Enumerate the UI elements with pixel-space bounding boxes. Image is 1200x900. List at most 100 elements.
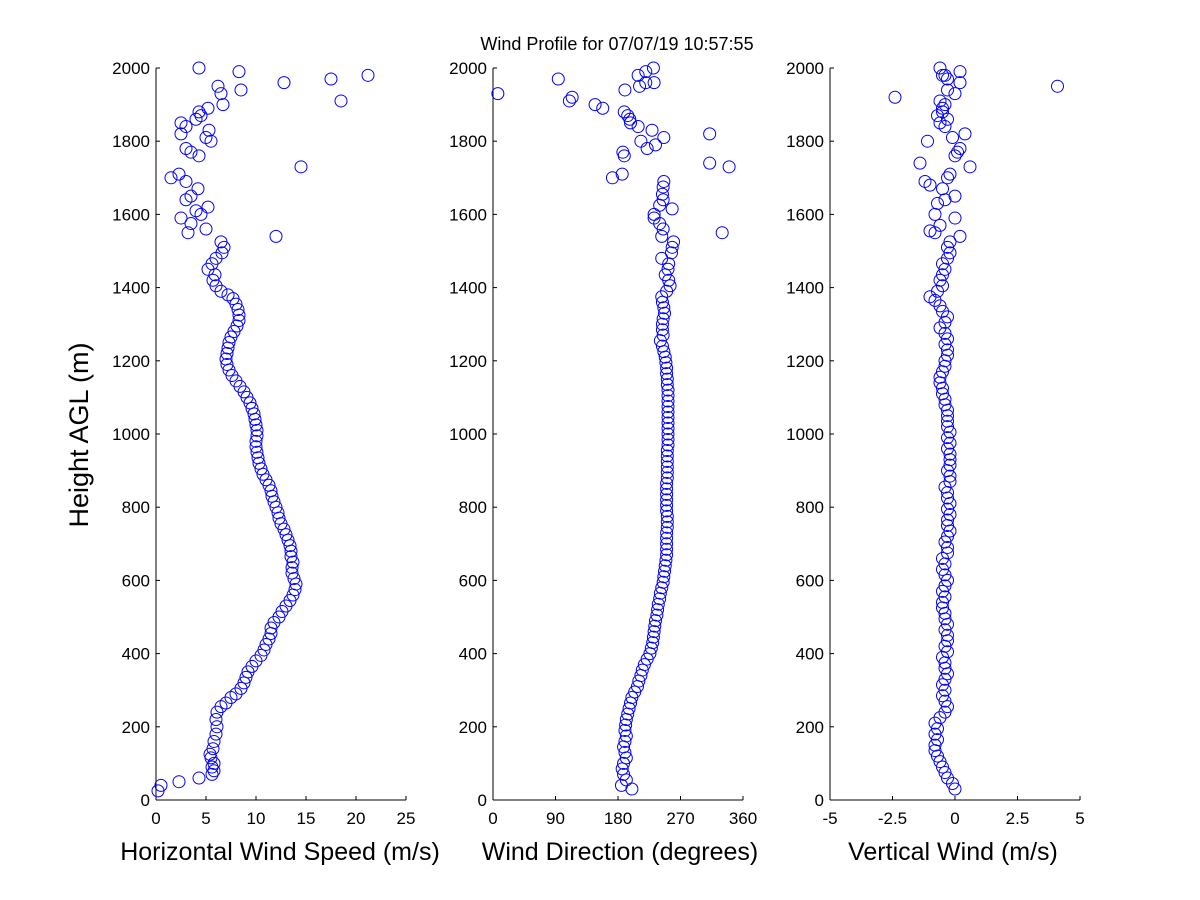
data-point <box>655 339 669 353</box>
y-tick-label: 800 <box>796 498 824 517</box>
data-point <box>491 87 505 101</box>
data-point <box>1051 79 1064 93</box>
data-point <box>618 723 632 737</box>
data-point <box>617 767 631 781</box>
data-point <box>588 98 602 112</box>
data-point <box>174 116 188 130</box>
data-point <box>661 394 675 408</box>
data-point <box>647 211 661 225</box>
data-point <box>221 288 235 302</box>
data-point <box>655 251 669 265</box>
x-tick-label: 10 <box>247 809 266 828</box>
data-point <box>192 61 206 75</box>
data-point <box>948 211 962 225</box>
data-point <box>279 528 293 542</box>
data-point <box>660 443 674 457</box>
data-point <box>941 513 954 527</box>
data-point <box>631 68 645 82</box>
y-tick-label: 200 <box>122 718 150 737</box>
data-point <box>252 456 266 470</box>
y-tick-label: 2000 <box>449 59 487 78</box>
data-point <box>179 142 193 156</box>
data-point <box>211 79 225 93</box>
data-point <box>250 429 264 443</box>
data-point <box>206 742 220 756</box>
data-point <box>596 101 610 115</box>
data-point <box>206 273 220 287</box>
data-point <box>658 564 672 578</box>
data-point <box>639 76 653 90</box>
data-point <box>551 72 565 86</box>
data-point <box>660 542 674 556</box>
data-point <box>667 235 681 249</box>
data-point <box>941 573 954 587</box>
data-point <box>941 502 954 516</box>
data-point <box>251 451 265 465</box>
data-point <box>660 367 674 381</box>
data-point <box>172 167 186 181</box>
data-point <box>287 572 301 586</box>
data-point <box>214 87 228 101</box>
data-point <box>928 727 942 741</box>
data-point <box>229 374 243 388</box>
data-point <box>660 537 674 551</box>
data-point <box>953 229 967 243</box>
data-point <box>660 476 674 490</box>
data-point <box>621 109 635 123</box>
data-point <box>249 440 263 454</box>
data-point <box>617 105 631 119</box>
y-tick-label: 200 <box>459 718 487 737</box>
data-point <box>661 383 675 397</box>
data-point <box>207 764 221 778</box>
data-point <box>941 431 954 445</box>
data-point <box>923 224 937 238</box>
data-point <box>948 87 962 101</box>
data-point <box>618 734 632 748</box>
data-point <box>660 465 674 479</box>
data-point <box>205 767 219 781</box>
data-point <box>269 229 283 243</box>
data-point <box>249 434 263 448</box>
data-point <box>172 775 186 789</box>
data-point <box>201 200 215 214</box>
data-point <box>205 760 219 774</box>
data-point <box>661 422 675 436</box>
data-point <box>661 427 675 441</box>
data-point <box>660 460 674 474</box>
data-point <box>656 575 670 589</box>
data-point <box>659 356 673 370</box>
data-point <box>288 583 302 597</box>
data-point <box>619 729 633 743</box>
data-point <box>938 766 952 780</box>
data-point <box>660 504 674 518</box>
data-point <box>941 771 954 785</box>
y-tick-label: 1200 <box>449 352 487 371</box>
data-point <box>209 712 223 726</box>
data-point <box>941 645 954 659</box>
data-point <box>938 535 952 549</box>
y-tick-label: 1400 <box>449 279 487 298</box>
data-point <box>660 454 674 468</box>
data-point <box>953 65 967 79</box>
y-tick-label: 600 <box>122 571 150 590</box>
data-point <box>199 222 213 236</box>
data-point <box>154 778 168 792</box>
data-point <box>565 90 579 104</box>
data-point <box>615 167 629 181</box>
y-tick-label: 800 <box>459 498 487 517</box>
x-tick-label: 5 <box>201 809 210 828</box>
y-tick-label: 600 <box>796 571 824 590</box>
data-point <box>941 409 954 423</box>
x-tick-label: 0 <box>950 809 959 828</box>
data-point <box>941 240 954 254</box>
data-point <box>646 630 660 644</box>
data-point <box>936 760 949 774</box>
data-point <box>661 405 675 419</box>
data-point <box>715 226 729 240</box>
data-point <box>192 771 206 785</box>
x-tick-label: -2.5 <box>878 809 907 828</box>
data-point <box>664 246 678 260</box>
data-point <box>202 123 216 137</box>
data-point <box>933 61 947 75</box>
